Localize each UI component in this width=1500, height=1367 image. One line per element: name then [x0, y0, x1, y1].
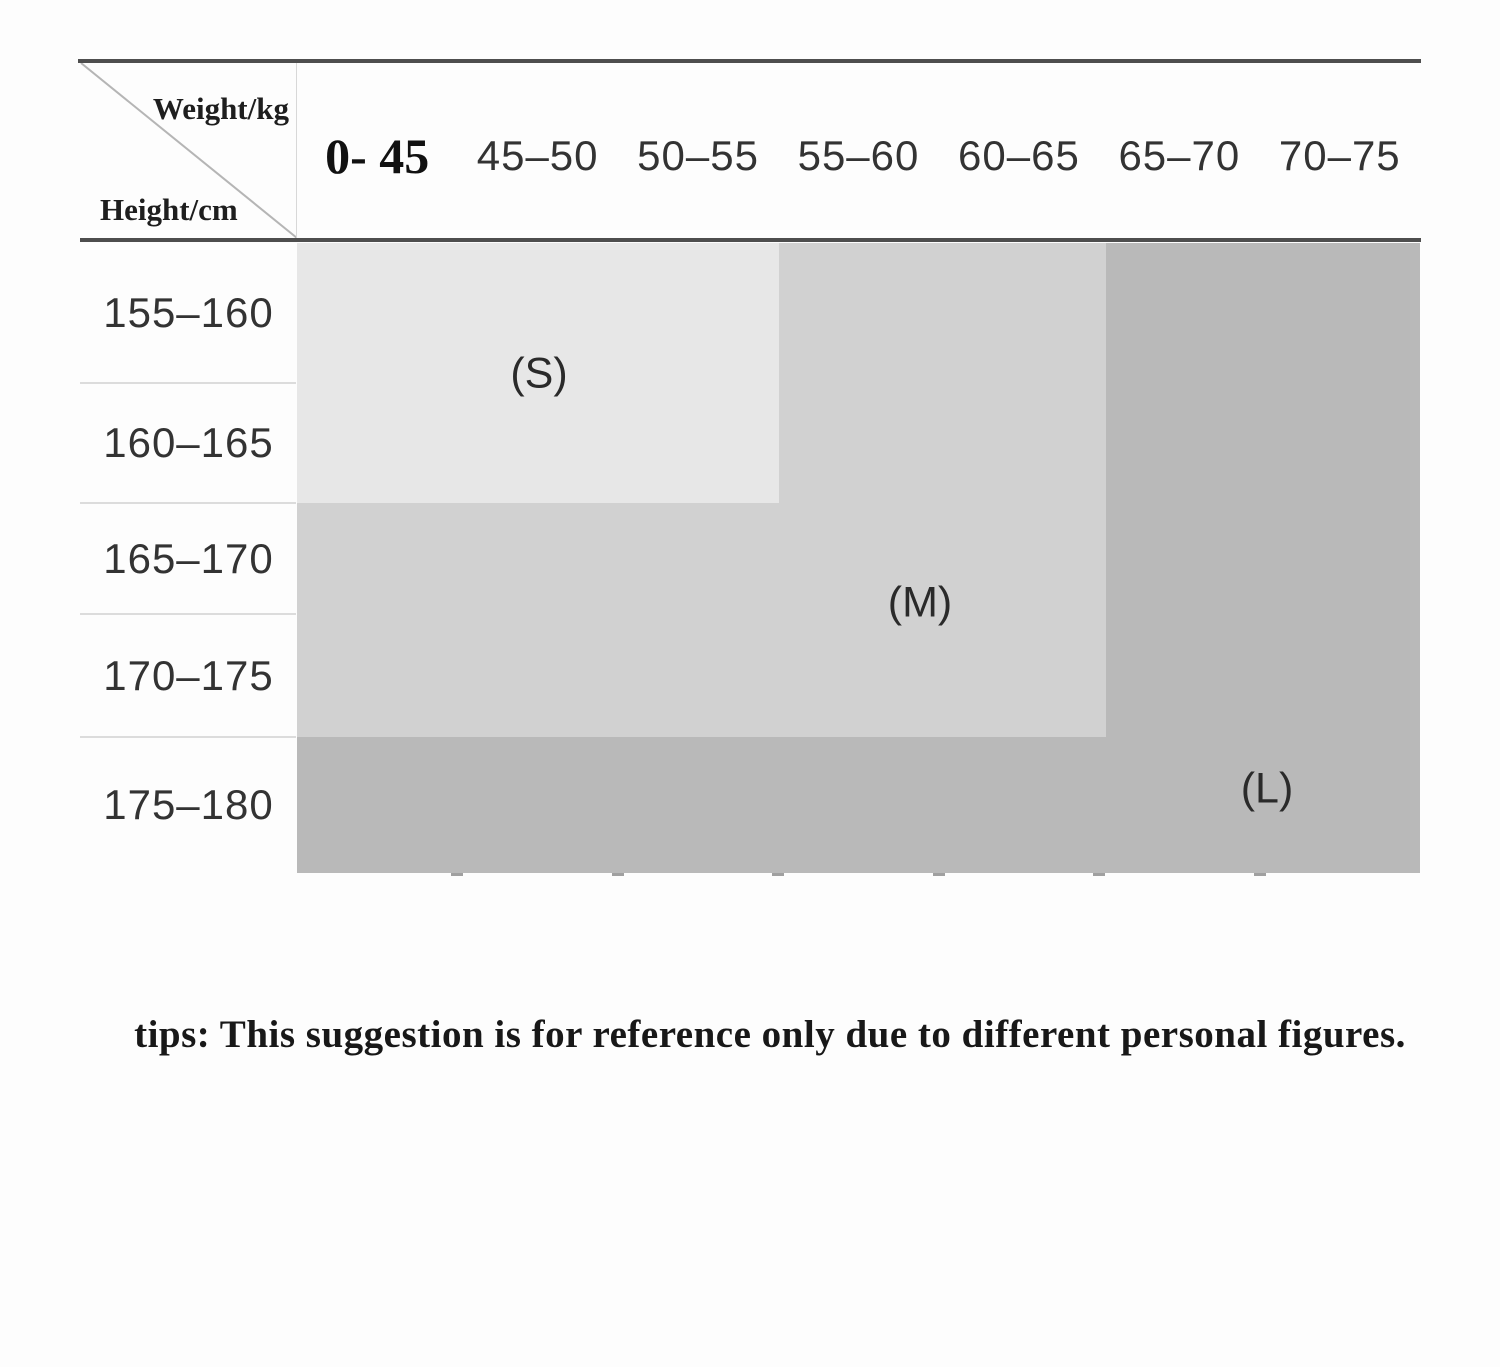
column-boundary-tick	[612, 873, 624, 876]
row-separator	[80, 502, 296, 504]
weight-header-60-65: 60–65	[958, 132, 1080, 179]
corner-cell-divider	[296, 63, 297, 238]
weight-header-50-55: 50–55	[637, 132, 759, 179]
weight-header-55-60: 55–60	[797, 132, 920, 179]
size-region-s	[297, 243, 779, 503]
column-boundary-tick	[933, 873, 945, 876]
axis-corner-cell: Weight/kg Height/cm	[80, 63, 297, 238]
column-boundary-tick	[1254, 873, 1266, 876]
weight-header-70-75: 70–75	[1278, 132, 1401, 179]
weight-header-65-70: 65–70	[1118, 132, 1241, 179]
size-label-m: (M)	[887, 578, 953, 627]
height-header-165-170: 165–170	[103, 534, 274, 582]
column-boundary-tick	[772, 873, 784, 876]
weight-column-headers: 0- 45 45–50 50–55 55–60 60–65 65–70 70–7…	[297, 62, 1420, 238]
weight-header-45-50: 45–50	[476, 132, 599, 179]
weight-axis-label: Weight/kg	[152, 91, 289, 126]
weight-header-0-45: 0- 45	[325, 128, 430, 184]
size-label-l: (L)	[1240, 764, 1294, 813]
height-header-170-175: 170–175	[103, 651, 274, 699]
axis-diagonal-line	[80, 63, 297, 238]
header-bottom-border	[80, 238, 1421, 242]
tips-note: tips: This suggestion is for reference o…	[134, 1013, 1406, 1056]
height-row-headers: 155–160 160–165 165–170 170–175 175–180	[80, 243, 297, 873]
row-separator	[80, 613, 296, 615]
table-top-border	[78, 59, 1421, 63]
height-header-160-165: 160–165	[103, 419, 274, 466]
column-boundary-tick	[451, 873, 463, 876]
height-header-155-160: 155–160	[103, 289, 274, 336]
height-axis-label: Height/cm	[100, 192, 238, 227]
row-separator	[80, 382, 296, 384]
size-label-s: (S)	[510, 349, 568, 398]
row-separator	[80, 736, 296, 738]
column-boundary-tick	[1093, 873, 1105, 876]
height-header-175-180: 175–180	[103, 781, 274, 828]
